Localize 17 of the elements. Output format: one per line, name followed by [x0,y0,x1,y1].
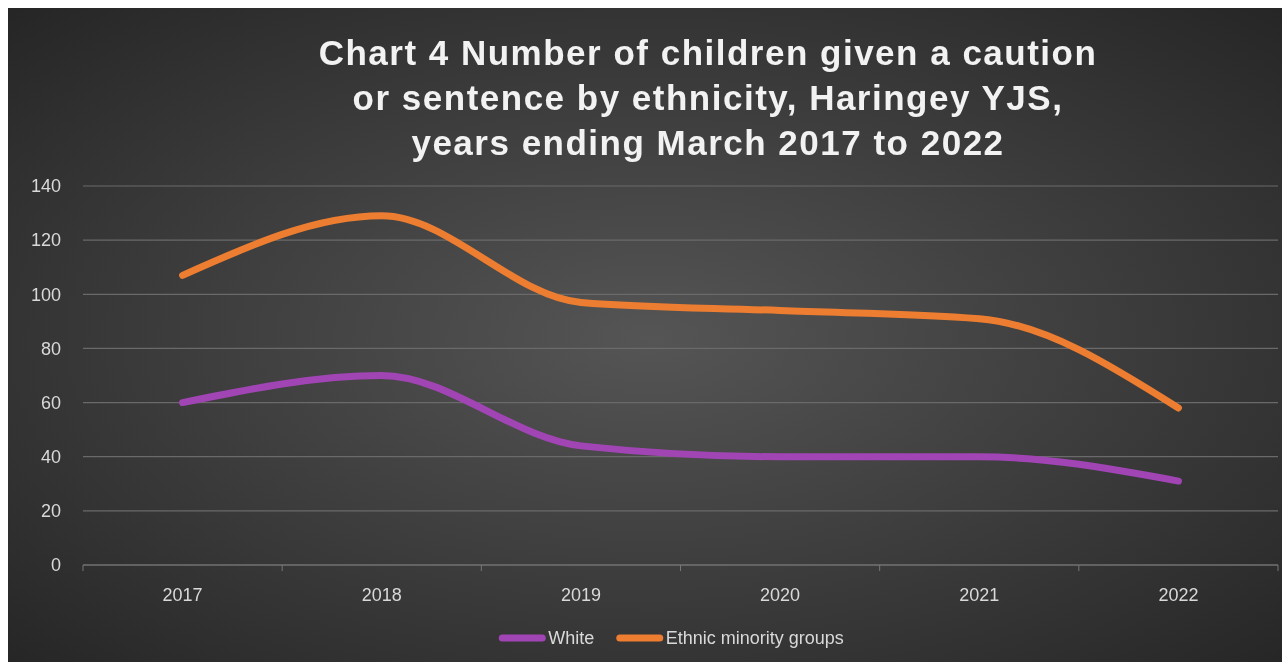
x-tick-label: 2019 [560,585,601,605]
y-tick-label: 120 [30,230,61,251]
y-tick-label: 140 [30,176,61,197]
legend-label: White [548,628,595,649]
chart-title: Chart 4 Number of children given a caution or sentence by ethnicity, Haringey YJS, years ending March 2017 to 2022 [318,33,1098,162]
y-tick-label: 40 [40,447,61,468]
x-tick-label: 2017 [162,585,203,605]
x-tick-label: 2022 [1158,585,1199,605]
y-tick-label: 80 [40,338,61,359]
y-tick-label: 60 [40,392,61,413]
x-tick-label: 2018 [361,585,402,605]
x-tick-label: 2021 [959,585,1000,605]
x-tick-label: 2020 [760,585,801,605]
legend-label: Ethnic minority groups [665,628,844,649]
y-tick-label: 100 [30,284,61,305]
y-tick-label: 20 [40,501,61,522]
y-tick-label: 0 [50,555,61,576]
